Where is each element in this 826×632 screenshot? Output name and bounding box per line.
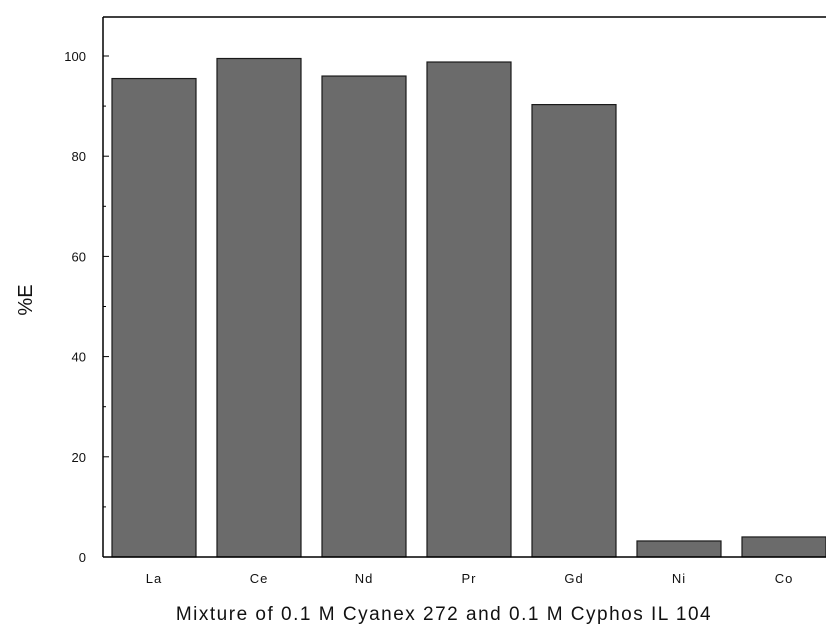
x-category-label: La [146,571,162,586]
x-category-labels-group: La Ce Nd Pr Gd Ni Co [146,571,794,586]
y-ticks-group: 0 20 40 60 80 100 [64,49,109,565]
x-category-label: Ce [250,571,269,586]
x-category-label: Pr [462,571,477,586]
bars-group [111,57,826,558]
bar-co [741,536,826,558]
x-category-label: Gd [564,571,583,586]
y-tick-label: 80 [72,149,86,164]
x-category-label: Co [775,571,794,586]
y-tick-label: 100 [64,49,86,64]
x-category-label: Ni [672,571,686,586]
bar-ni [636,540,722,558]
bar-ce [216,57,302,558]
bar-la [111,77,197,558]
axes-group [102,16,826,558]
bar-gd [531,103,617,558]
y-tick-label: 20 [72,450,86,465]
y-tick-label: 0 [79,550,86,565]
y-tick-label: 40 [72,350,86,365]
bar-pr [426,61,512,558]
x-axis-title: Mixture of 0.1 M Cyanex 272 and 0.1 M Cy… [176,604,712,625]
bar-nd [321,75,407,558]
x-category-label: Nd [355,571,374,586]
y-tick-label: 60 [72,249,86,264]
y-axis-title: %E [15,284,37,315]
